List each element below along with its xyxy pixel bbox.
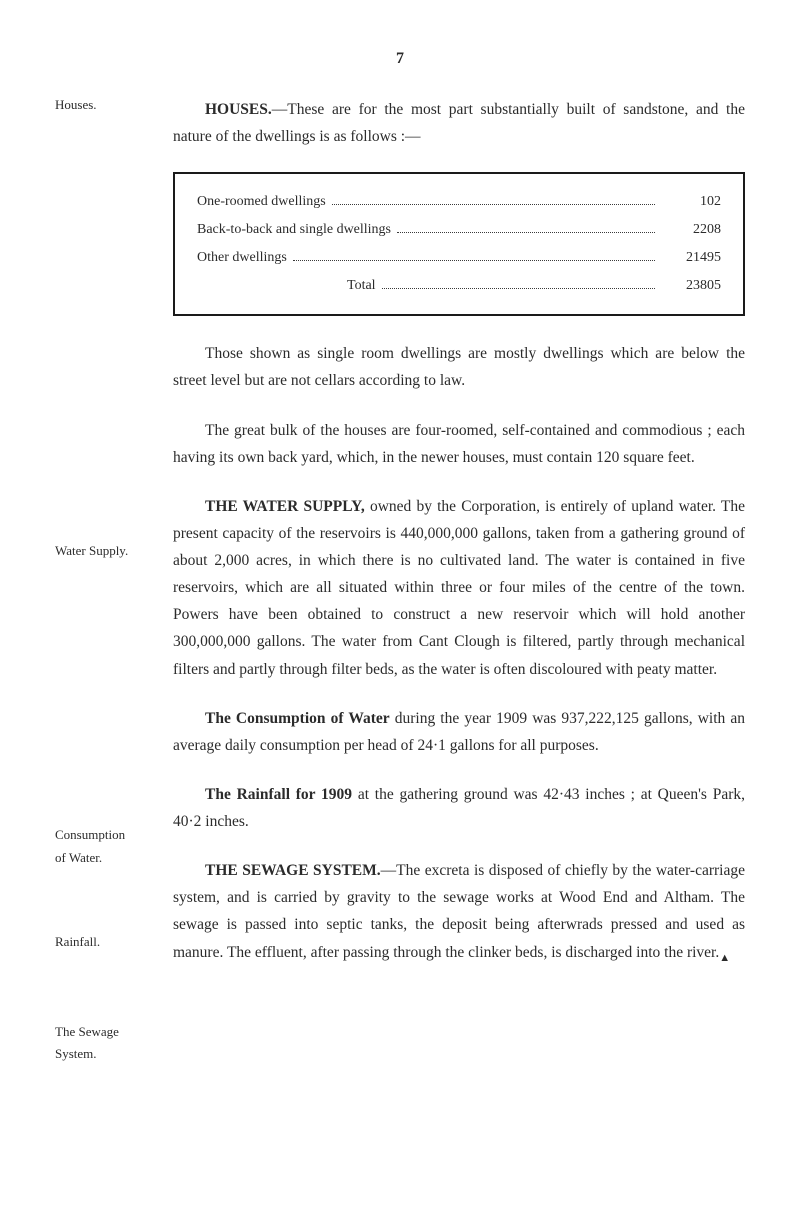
water-body: owned by the Corporation, is entirely of… [173,498,745,678]
rainfall-para: The Rainfall for 1909 at the gathering g… [173,781,745,835]
table-value-1: 102 [661,188,721,216]
consumption-heading: The Consumption of Water [205,710,390,727]
table-dots [293,260,655,261]
page-number: 7 [55,50,745,68]
sewage-heading: THE SEWAGE SYSTEM. [205,862,381,879]
sidebar-consumption-1: Consumption [55,826,155,844]
consumption-para: The Consumption of Water during the year… [173,705,745,759]
rainfall-heading: The Rainfall for 1909 [205,786,352,803]
table-value-total: 23805 [661,272,721,300]
sidebar-rainfall: Rainfall. [55,933,155,951]
table-label-total: Total [347,272,376,300]
sidebar-water-supply: Water Supply. [55,542,155,560]
sidebar: Houses. Water Supply. Consumption of Wat… [55,96,155,1067]
table-value-3: 21495 [661,244,721,272]
table-row: Other dwellings 21495 [197,244,721,272]
table-dots [382,288,655,289]
houses-intro: HOUSES.—These are for the most part subs… [173,96,745,150]
table-label-2: Back-to-back and single dwellings [197,216,391,244]
main-column: HOUSES.—These are for the most part subs… [173,96,745,1067]
water-supply-para: THE WATER SUPPLY, owned by the Corporati… [173,493,745,683]
table-row: One-roomed dwellings 102 [197,188,721,216]
table-dots [397,232,655,233]
table-label-3: Other dwellings [197,244,287,272]
table-value-2: 2208 [661,216,721,244]
water-heading: THE WATER SUPPLY, [205,498,365,515]
sidebar-sewage-2: System. [55,1045,155,1063]
sidebar-houses: Houses. [55,96,155,114]
sidebar-consumption-2: of Water. [55,849,155,867]
houses-heading: HOUSES. [205,101,272,118]
table-dots [332,204,655,205]
table-row-total: Total 23805 [197,272,721,300]
sidebar-sewage-1: The Sewage [55,1023,155,1041]
dwellings-table: One-roomed dwellings 102 Back-to-back an… [173,172,745,316]
content-wrapper: Houses. Water Supply. Consumption of Wat… [55,96,745,1067]
ornament-icon: ▲ [719,952,730,964]
houses-para2: Those shown as single room dwellings are… [173,340,745,394]
table-row: Back-to-back and single dwellings 2208 [197,216,721,244]
houses-para3: The great bulk of the houses are four-ro… [173,417,745,471]
sewage-para: THE SEWAGE SYSTEM.—The excreta is dispos… [173,857,745,968]
table-label-1: One-roomed dwellings [197,188,326,216]
